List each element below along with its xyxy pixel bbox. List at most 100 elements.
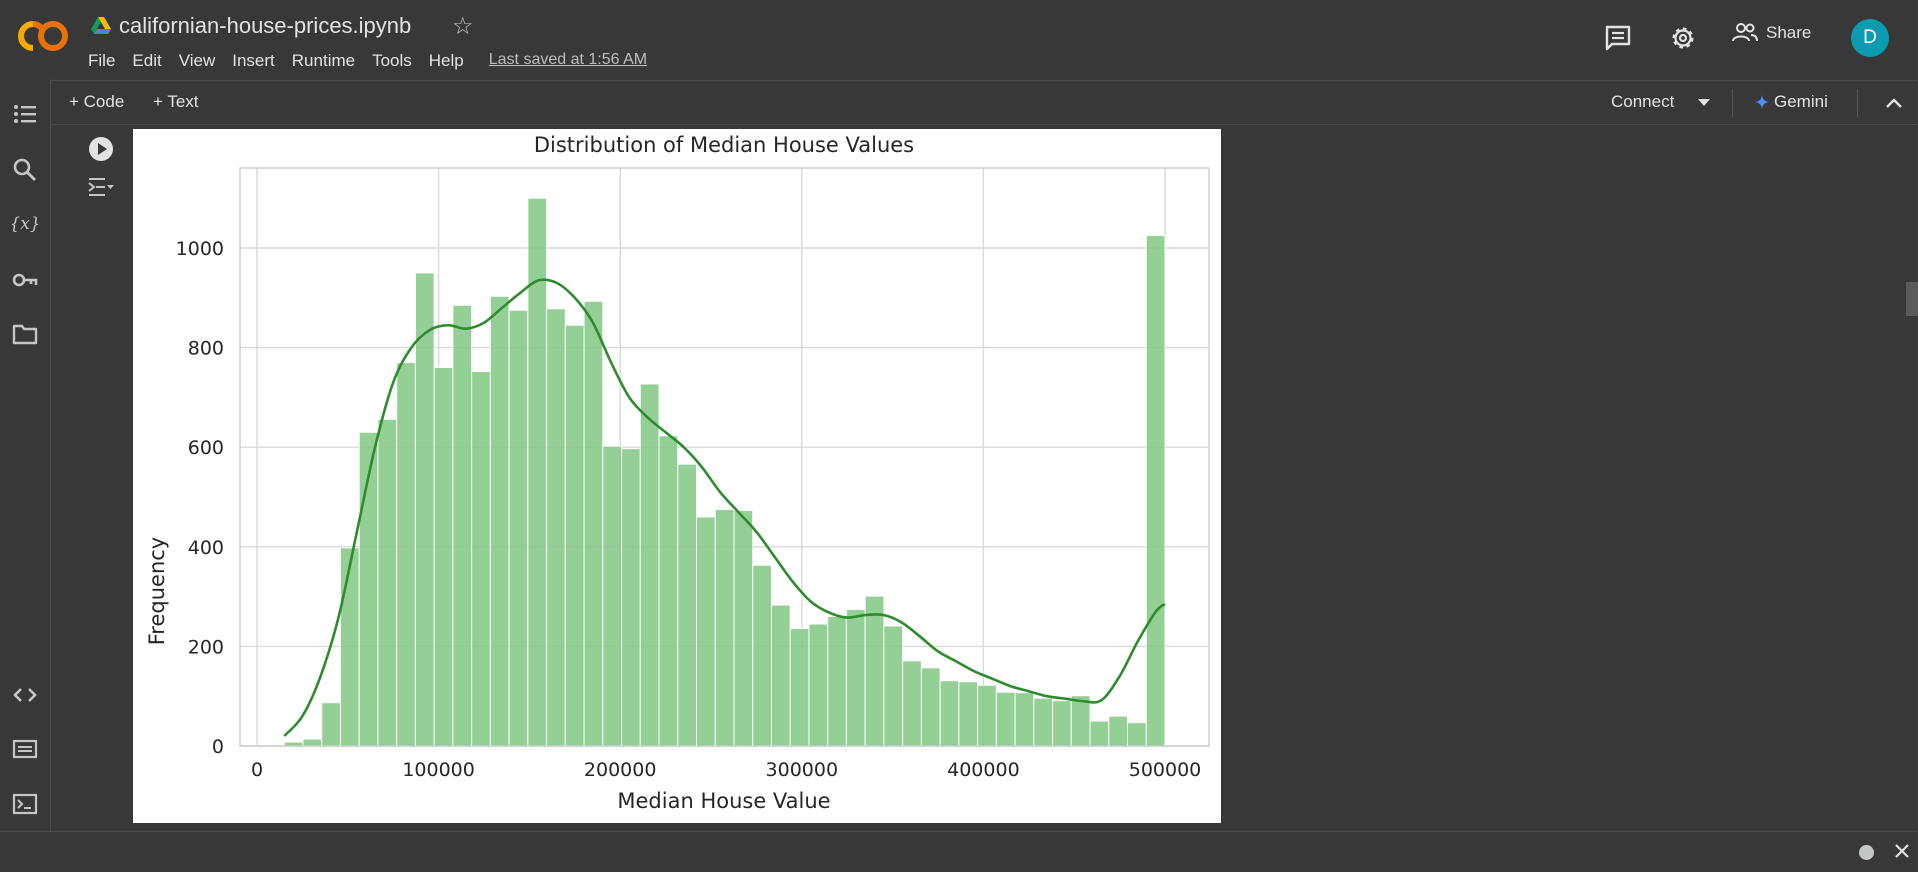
histogram-bar bbox=[583, 300, 604, 747]
histogram-bar bbox=[883, 625, 904, 747]
star-icon[interactable]: ☆ bbox=[452, 13, 474, 40]
histogram-bar bbox=[939, 680, 960, 747]
colab-logo[interactable] bbox=[16, 18, 70, 54]
x-tick-label: 500000 bbox=[1129, 759, 1202, 781]
histogram-bar bbox=[1052, 700, 1072, 747]
command-palette-icon[interactable] bbox=[12, 736, 38, 762]
comments-icon[interactable] bbox=[1602, 22, 1634, 54]
histogram-bar bbox=[770, 604, 791, 747]
histogram-bar bbox=[321, 702, 341, 747]
histogram-chart: 0 100000 200000 300000 400000 500000 0 200 400 6… bbox=[145, 133, 1210, 813]
histogram-bar bbox=[1145, 235, 1166, 747]
histogram-bar bbox=[452, 304, 473, 747]
y-axis-label: Frequency bbox=[145, 537, 169, 646]
x-tick-label: 100000 bbox=[402, 759, 475, 781]
menu-edit[interactable]: Edit bbox=[132, 51, 162, 70]
histogram-bar bbox=[1089, 720, 1110, 747]
histogram-bar bbox=[977, 684, 997, 747]
output-actions-icon[interactable] bbox=[86, 172, 116, 202]
last-saved-link[interactable]: Last saved at 1:56 AM bbox=[488, 51, 648, 68]
x-axis-ticks: 0 100000 200000 300000 400000 500000 bbox=[251, 759, 1201, 781]
histogram-bar bbox=[1070, 695, 1091, 747]
settings-gear-icon[interactable] bbox=[1667, 22, 1699, 54]
run-cell-icon[interactable] bbox=[86, 134, 116, 164]
histogram-bar bbox=[902, 660, 922, 747]
secrets-key-icon[interactable] bbox=[12, 267, 38, 293]
histogram-bars bbox=[283, 197, 1166, 747]
histogram-bar bbox=[471, 371, 491, 747]
code-snippets-icon[interactable] bbox=[12, 682, 38, 708]
histogram-bar bbox=[414, 272, 435, 747]
histogram-bar bbox=[1108, 715, 1129, 747]
x-tick-label: 300000 bbox=[766, 759, 839, 781]
histogram-bar bbox=[658, 435, 679, 747]
histogram-bar bbox=[564, 324, 585, 747]
variables-icon[interactable]: {x} bbox=[12, 210, 38, 236]
x-tick-label: 0 bbox=[251, 759, 263, 781]
y-axis-ticks: 0 200 400 600 800 1000 bbox=[176, 238, 224, 758]
y-tick-label: 200 bbox=[188, 636, 224, 658]
histogram-bar bbox=[396, 362, 416, 747]
chevron-down-icon[interactable] bbox=[1696, 95, 1712, 109]
menu-view[interactable]: View bbox=[178, 51, 216, 70]
histogram-bar bbox=[1033, 697, 1054, 747]
chart-title: Distribution of Median House Values bbox=[534, 133, 914, 157]
status-bar bbox=[0, 831, 1918, 872]
x-axis-label: Median House Value bbox=[617, 789, 830, 813]
left-sidebar: {x} bbox=[0, 79, 51, 831]
notebook-title[interactable]: californian-house-prices.ipynb bbox=[119, 13, 412, 38]
histogram-bar bbox=[433, 367, 454, 747]
status-dot-icon[interactable] bbox=[1859, 845, 1874, 860]
histogram-bar bbox=[377, 418, 398, 747]
svg-text:{x}: {x} bbox=[12, 214, 38, 234]
histogram-bar bbox=[546, 308, 566, 747]
histogram-bar bbox=[827, 616, 847, 747]
toolbar-divider bbox=[1732, 89, 1733, 117]
histogram-bar bbox=[808, 623, 829, 747]
share-label: Share bbox=[1766, 23, 1812, 42]
menu-tools[interactable]: Tools bbox=[372, 51, 412, 70]
histogram-bar bbox=[339, 547, 360, 747]
y-tick-label: 400 bbox=[188, 537, 224, 559]
histogram-bar bbox=[677, 463, 698, 747]
terminal-icon[interactable] bbox=[12, 791, 38, 817]
notebook-toolbar: + Code + Text Connect Gemini bbox=[51, 80, 1918, 125]
menu-help[interactable]: Help bbox=[428, 51, 464, 70]
add-text-button[interactable]: + Text bbox=[153, 92, 199, 111]
header: californian-house-prices.ipynb ☆ File Ed… bbox=[0, 0, 1918, 79]
share-button[interactable]: Share bbox=[1732, 22, 1811, 44]
scrollbar-thumb[interactable] bbox=[1906, 282, 1918, 316]
histogram-bar bbox=[602, 445, 623, 747]
y-tick-label: 0 bbox=[212, 736, 224, 758]
table-of-contents-icon[interactable] bbox=[12, 101, 38, 127]
menu-runtime[interactable]: Runtime bbox=[291, 51, 356, 70]
x-tick-label: 400000 bbox=[947, 759, 1020, 781]
y-tick-label: 800 bbox=[188, 338, 224, 360]
plot-frame bbox=[239, 167, 1210, 747]
close-icon[interactable] bbox=[1893, 842, 1911, 860]
chevron-up-icon[interactable] bbox=[1883, 93, 1905, 113]
search-icon[interactable] bbox=[12, 157, 38, 183]
connect-button[interactable]: Connect bbox=[1611, 92, 1675, 111]
add-code-button[interactable]: + Code bbox=[69, 92, 125, 111]
histogram-bar bbox=[696, 516, 716, 747]
histogram-bar bbox=[302, 738, 323, 747]
files-folder-icon[interactable] bbox=[12, 321, 38, 347]
histogram-bar bbox=[508, 309, 529, 747]
kde-curve bbox=[283, 278, 1166, 737]
histogram-bar bbox=[752, 564, 772, 747]
histogram-bar bbox=[958, 681, 979, 747]
avatar[interactable]: D bbox=[1851, 19, 1889, 57]
x-tick-label: 200000 bbox=[584, 759, 657, 781]
histogram-bar bbox=[995, 691, 1016, 747]
drive-icon bbox=[91, 17, 111, 34]
menu-insert[interactable]: Insert bbox=[232, 51, 275, 70]
people-icon bbox=[1732, 23, 1758, 42]
gemini-sparkle-icon bbox=[1754, 94, 1770, 110]
gemini-button[interactable]: Gemini bbox=[1754, 92, 1828, 112]
gemini-label: Gemini bbox=[1774, 92, 1828, 111]
histogram-bar bbox=[920, 667, 941, 747]
menu-file[interactable]: File bbox=[88, 51, 116, 70]
histogram-bar bbox=[1127, 722, 1147, 747]
y-tick-label: 1000 bbox=[176, 238, 224, 260]
